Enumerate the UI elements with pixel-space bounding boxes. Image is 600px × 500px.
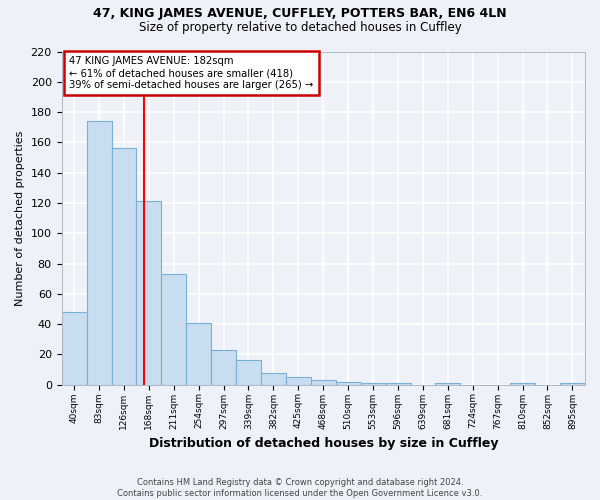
Bar bbox=[261, 372, 286, 384]
Bar bbox=[286, 377, 311, 384]
Bar bbox=[136, 202, 161, 384]
Bar bbox=[62, 312, 86, 384]
Bar bbox=[236, 360, 261, 384]
Text: Contains HM Land Registry data © Crown copyright and database right 2024.
Contai: Contains HM Land Registry data © Crown c… bbox=[118, 478, 482, 498]
Bar bbox=[86, 121, 112, 384]
Bar bbox=[186, 322, 211, 384]
Bar bbox=[386, 383, 411, 384]
Text: 47 KING JAMES AVENUE: 182sqm
← 61% of detached houses are smaller (418)
39% of s: 47 KING JAMES AVENUE: 182sqm ← 61% of de… bbox=[70, 56, 314, 90]
Text: 47, KING JAMES AVENUE, CUFFLEY, POTTERS BAR, EN6 4LN: 47, KING JAMES AVENUE, CUFFLEY, POTTERS … bbox=[93, 8, 507, 20]
Bar bbox=[311, 380, 335, 384]
Text: Size of property relative to detached houses in Cuffley: Size of property relative to detached ho… bbox=[139, 21, 461, 34]
Bar bbox=[361, 383, 386, 384]
X-axis label: Distribution of detached houses by size in Cuffley: Distribution of detached houses by size … bbox=[149, 437, 498, 450]
Y-axis label: Number of detached properties: Number of detached properties bbox=[15, 130, 25, 306]
Bar bbox=[560, 383, 585, 384]
Bar bbox=[211, 350, 236, 384]
Bar bbox=[112, 148, 136, 384]
Bar bbox=[161, 274, 186, 384]
Bar bbox=[511, 383, 535, 384]
Bar bbox=[435, 383, 460, 384]
Bar bbox=[335, 382, 361, 384]
